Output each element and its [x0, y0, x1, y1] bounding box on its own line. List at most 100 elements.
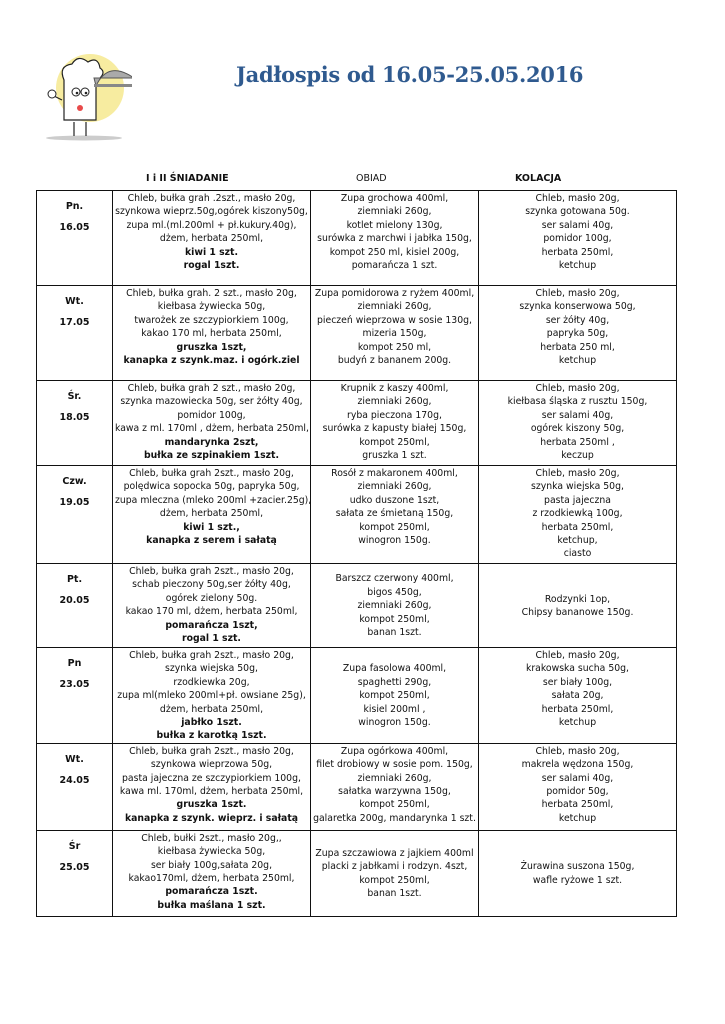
dinner-item: herbata 250ml ,	[540, 436, 615, 448]
lunch-cell: Zupa ogórkowa 400ml, filet drobiowy w sos…	[310, 742, 479, 831]
lunch-item: sałatka warzywna 150g,	[338, 786, 451, 798]
dinner-item: Chleb, masło 20g,	[535, 193, 620, 204]
dinner-item: Chleb, masło 20g,	[535, 383, 620, 394]
breakfast-item: dżem, herbata 250ml,	[159, 703, 264, 715]
lunch-item: budyń z bananem 200g.	[337, 355, 452, 367]
breakfast-item: Chleb, bułka grah. 2 szt., masło 20g,	[126, 288, 297, 299]
day-name: Wt.	[65, 296, 84, 307]
dinner-item: makrela wędzona 150g,	[521, 759, 634, 771]
breakfast-item: schab pieczony 50g,ser żółty 40g,	[132, 579, 291, 591]
breakfast-item: mandarynka 2szt,	[164, 436, 259, 448]
column-header-breakfast: I i II ŚNIADANIE	[146, 173, 229, 184]
breakfast-item: ser biały 100g,sałata 20g,	[150, 859, 273, 871]
dinner-item: Chleb, masło 20g,	[535, 650, 620, 661]
day-name: Pn.	[65, 201, 84, 212]
lunch-item: ziemniaki 260g,	[357, 481, 432, 493]
day-date: 16.05	[59, 222, 90, 233]
day-name: Pt.	[66, 574, 83, 585]
breakfast-item: pomidor 100g,	[177, 409, 246, 421]
breakfast-item: Chleb, bułka grah 2szt., masło 20g,	[129, 650, 294, 661]
breakfast-item: kiełbasa żywiecka 50g,	[157, 846, 266, 858]
breakfast-item: kawa ml. 170ml, dżem, herbata 250ml,	[119, 786, 304, 798]
lunch-item: placki z jabłkami i rodzyn. 4szt,	[321, 861, 468, 873]
dinner-item: sałata 20g,	[551, 690, 604, 702]
menu-row: Śr. 18.05 Chleb, bułka grah 2 szt., masło …	[36, 380, 677, 466]
lunch-item: gruszka 1 szt.	[362, 450, 427, 462]
dinner-cell: Chleb, masło 20g, kiełbasa śląska z ruszt…	[478, 380, 677, 466]
menu-row: Pt. 20.05 Chleb, bułka grah 2szt., masło 2…	[36, 563, 677, 648]
dinner-item: ser salami 40g,	[541, 219, 614, 231]
menu-row: Pn. 16.05 Chleb, bułka grah .2szt., masło …	[36, 190, 677, 286]
lunch-item: kompot 250 ml, kisiel 200g,	[329, 246, 460, 258]
lunch-item: kompot 250ml,	[359, 799, 430, 811]
dinner-cell: Rodzynki 1op, Chipsy bananowe 150g.	[478, 563, 677, 648]
breakfast-item: jabłko 1szt.	[181, 717, 242, 729]
dinner-cell: Chleb, masło 20g, szynka wiejska 50g, past…	[478, 465, 677, 564]
lunch-item: ziemniaki 260g,	[357, 772, 432, 784]
breakfast-item: pomarańcza 1szt.	[165, 886, 258, 898]
breakfast-item: zupa ml(mleko 200ml+pł. owsiane 25g),	[117, 690, 306, 702]
lunch-cell: Rosół z makaronem 400ml, ziemniaki 260g, u…	[310, 465, 479, 564]
breakfast-item: kiwi 1 szt.,	[183, 521, 240, 533]
lunch-cell: Barszcz czerwony 400ml, bigos 450g, ziemni…	[310, 563, 479, 648]
breakfast-item: bułka ze szpinakiem 1szt.	[143, 450, 280, 462]
lunch-item: Zupa szczawiowa z jajkiem 400ml	[315, 848, 474, 860]
lunch-item: winogron 150g.	[358, 535, 431, 547]
lunch-cell: Zupa pomidorowa z ryżem 400ml, ziemniaki …	[310, 285, 479, 381]
breakfast-item: polędwica sopocka 50g, papryka 50g,	[123, 481, 300, 493]
breakfast-item: rogal 1szt.	[183, 260, 240, 272]
breakfast-cell: Chleb, bułka grah .2szt., masło 20g, szyn…	[112, 190, 311, 286]
dinner-item: ketchup	[558, 355, 597, 367]
lunch-item: ryba pieczona 170g,	[347, 409, 442, 421]
breakfast-item: kiwi 1 szt.	[184, 246, 238, 258]
dinner-item: herbata 250ml,	[541, 799, 614, 811]
lunch-item: ziemniaki 260g,	[357, 206, 432, 218]
lunch-item: banan 1szt.	[367, 888, 422, 900]
dinner-item: Chleb, masło 20g,	[535, 745, 620, 757]
lunch-item: bigos 450g,	[367, 586, 422, 598]
lunch-item: Zupa ogórkowa 400ml,	[340, 745, 449, 757]
day-cell: Czw. 19.05	[36, 465, 113, 564]
breakfast-item: Chleb, bułka grah 2szt., masło 20g,	[129, 745, 294, 757]
dinner-item: ser salami 40g,	[541, 772, 614, 784]
breakfast-item: kanapka z szynk. wieprz. i sałatą	[124, 812, 299, 824]
dinner-item: herbata 250ml,	[541, 521, 614, 533]
menu-row: Wt. 17.05 Chleb, bułka grah. 2 szt., masło…	[36, 285, 677, 381]
lunch-cell: Zupa szczawiowa z jajkiem 400ml placki z …	[310, 829, 479, 917]
lunch-item: ziemniaki 260g,	[357, 396, 432, 408]
day-name: Pn	[67, 658, 82, 669]
lunch-item: Zupa grochowa 400ml,	[340, 193, 449, 204]
lunch-cell: Krupnik z kaszy 400ml, ziemniaki 260g, ryb…	[310, 380, 479, 466]
dinner-item: ser żółty 40g,	[545, 314, 610, 326]
breakfast-item: rogal 1 szt.	[182, 633, 241, 645]
menu-row: Pn 23.05 Chleb, bułka grah 2szt., masło 20…	[36, 647, 677, 744]
dinner-cell: Chleb, masło 20g, krakowska sucha 50g, ser…	[478, 647, 677, 744]
dinner-item: ogórek kiszony 50g,	[530, 423, 625, 435]
day-date: 24.05	[59, 774, 90, 786]
breakfast-cell: Chleb, bułka grah 2szt., masło 20g, szynk…	[112, 742, 311, 831]
dinner-item: herbata 250ml,	[541, 246, 614, 258]
breakfast-item: szynka wiejska 50g,	[165, 663, 258, 675]
lunch-item: Krupnik z kaszy 400ml,	[340, 383, 449, 394]
breakfast-item: kawa z ml. 170ml , dżem, herbata 250ml,	[115, 423, 309, 435]
breakfast-item: dżem, herbata 250ml,	[159, 233, 264, 245]
lunch-item: kompot 250ml,	[359, 613, 430, 625]
page-title: Jadłospis od 16.05-25.05.2016	[236, 62, 584, 87]
lunch-item: kompot 250ml,	[359, 690, 430, 702]
breakfast-item: gruszka 1szt,	[176, 341, 247, 353]
day-name: Czw.	[62, 476, 87, 487]
dinner-item: ser biały 100g,	[542, 676, 613, 688]
dinner-item: Żurawina suszona 150g,	[520, 861, 635, 873]
breakfast-cell: Chleb, bułka grah 2szt., masło 20g, polęd…	[112, 465, 311, 564]
breakfast-item: Chleb, bułka grah 2szt., masło 20g,	[129, 468, 294, 479]
breakfast-item: twarożek ze szczypiorkiem 100g,	[134, 314, 289, 326]
menu-row: Czw. 19.05 Chleb, bułka grah 2szt., masło …	[36, 465, 677, 564]
dinner-item: keczup	[561, 450, 594, 462]
breakfast-item: kakao 170 ml, herbata 250ml,	[141, 328, 282, 340]
lunch-item: sałata ze śmietaną 150g,	[335, 508, 454, 520]
dinner-cell: Chleb, masło 20g, szynka konserwowa 50g, s…	[478, 285, 677, 381]
dinner-item: ketchup	[558, 812, 597, 824]
dinner-item: z rzodkiewką 100g,	[532, 508, 623, 520]
breakfast-item: pasta jajeczna ze szczypiorkiem 100g,	[122, 772, 301, 784]
lunch-item: Zupa fasolowa 400ml,	[342, 663, 447, 675]
